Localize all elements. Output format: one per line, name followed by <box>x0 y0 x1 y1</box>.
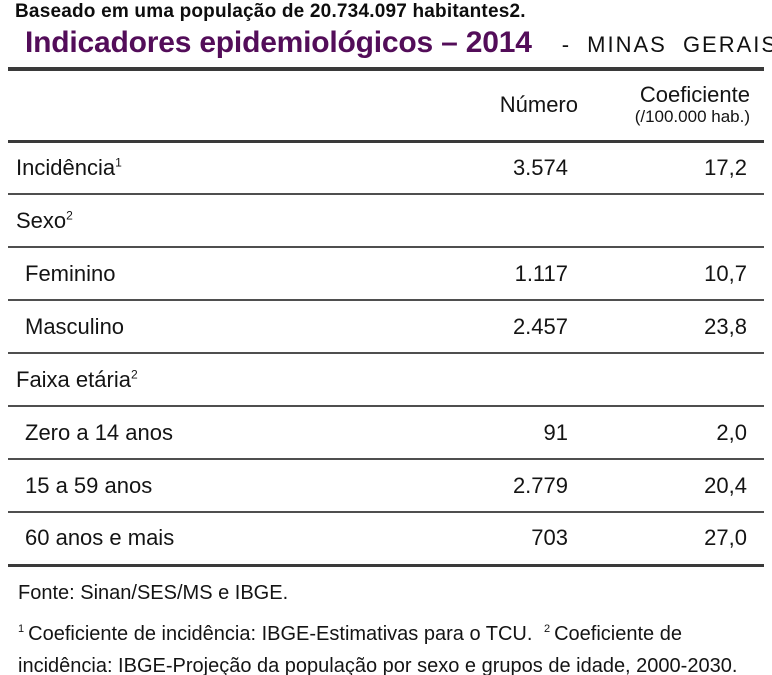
row-coeficiente <box>578 353 764 406</box>
row-numero <box>428 353 578 406</box>
page-title: Indicadores epidemiológicos – 2014 <box>25 26 532 59</box>
header-coeficiente: Coeficiente (/100.000 hab.) <box>578 69 764 141</box>
row-numero: 3.574 <box>512 154 568 180</box>
footnote-1-text: Coeficiente de incidência: IBGE-Estimati… <box>28 622 533 645</box>
footnote-2-marker: 2 <box>543 622 551 635</box>
header-numero: Número <box>499 92 578 118</box>
table-row-sexo: Sexo2 <box>8 194 764 247</box>
table-row-60-e-mais: 60 anos e mais 703 27,0 <box>8 512 764 565</box>
row-label-text: Incidência <box>16 154 116 180</box>
table-row-faixa-etaria: Faixa etária2 <box>8 353 764 406</box>
row-coeficiente: 10,7 <box>704 260 747 286</box>
row-label: Sexo2 <box>8 194 428 247</box>
row-label-text: 60 anos e mais <box>25 525 175 551</box>
indicators-table: Número Coeficiente (/100.000 hab.) Incid… <box>8 67 764 567</box>
row-label-text: Feminino <box>25 260 116 286</box>
row-label: 15 a 59 anos <box>8 459 428 512</box>
row-label: 60 anos e mais <box>8 512 428 565</box>
row-label: Zero a 14 anos <box>8 406 428 459</box>
table-row-feminino: Feminino 1.117 10,7 <box>8 247 764 300</box>
header-empty <box>8 69 428 141</box>
table-row-zero-a-14: Zero a 14 anos 91 2,0 <box>8 406 764 459</box>
footnote-1: 1 Coeficiente de incidência: IBGE-Estimat… <box>18 623 532 645</box>
row-label: Masculino <box>8 300 428 353</box>
row-label: Feminino <box>8 247 428 300</box>
row-numero: 2.779 <box>512 472 568 498</box>
footnote-2: 2 Coeficiente de incidência: IBGE-Projeçã… <box>18 623 737 675</box>
row-label-text: Faixa etária <box>16 366 131 392</box>
row-label: Incidência1 <box>8 141 428 194</box>
row-label-text: Zero a 14 anos <box>25 419 173 445</box>
row-numero: 1.117 <box>514 260 568 286</box>
row-coeficiente <box>578 194 764 247</box>
row-coeficiente: 23,8 <box>704 313 747 339</box>
table-footnotes: 1 Coeficiente de incidência: IBGE-Estimat… <box>18 618 758 675</box>
table-source: Fonte: Sinan/SES/MS e IBGE. <box>18 581 289 604</box>
row-numero: 91 <box>543 419 568 445</box>
row-coeficiente: 20,4 <box>704 472 747 498</box>
table-row-incidencia: Incidência1 3.574 17,2 <box>8 141 764 194</box>
row-numero: 2.457 <box>512 313 568 339</box>
page-title-region: - MINAS GERAIS <box>561 32 772 57</box>
header-coeficiente-label: Coeficiente <box>639 81 750 107</box>
row-label-text: 15 a 59 anos <box>25 472 153 498</box>
header-coeficiente-unit: (/100.000 hab.) <box>634 107 750 127</box>
footnote-2-text: Coeficiente de incidência: IBGE-Projeção… <box>18 622 738 675</box>
row-numero <box>428 194 578 247</box>
row-coeficiente: 27,0 <box>704 525 747 551</box>
row-label-text: Sexo <box>16 207 67 233</box>
indicators-table-wrap: Número Coeficiente (/100.000 hab.) Incid… <box>8 67 764 567</box>
population-note: Baseado em uma população de 20.734.097 h… <box>15 1 526 22</box>
table-row-15-a-59: 15 a 59 anos 2.779 20,4 <box>8 459 764 512</box>
row-label-text: Masculino <box>25 313 125 339</box>
footnote-marker: 2 <box>130 367 138 382</box>
table-header-row: Número Coeficiente (/100.000 hab.) <box>8 69 764 141</box>
table-row-masculino: Masculino 2.457 23,8 <box>8 300 764 353</box>
row-numero: 703 <box>531 525 568 551</box>
footnote-marker: 1 <box>115 155 122 170</box>
row-label: Faixa etária2 <box>8 353 428 406</box>
footnote-1-marker: 1 <box>18 622 25 635</box>
footnote-marker: 2 <box>66 208 73 223</box>
section-title-line: Indicadores epidemiológicos – 2014 - MIN… <box>25 26 772 60</box>
row-coeficiente: 2,0 <box>716 419 747 445</box>
row-coeficiente: 17,2 <box>704 154 747 180</box>
